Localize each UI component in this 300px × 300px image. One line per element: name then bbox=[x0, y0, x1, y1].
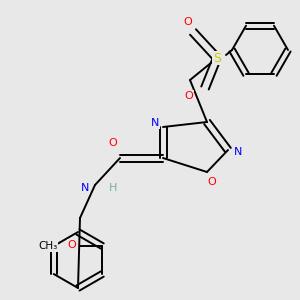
Text: S: S bbox=[213, 52, 221, 64]
Text: O: O bbox=[109, 138, 117, 148]
Text: H: H bbox=[109, 183, 117, 193]
Text: O: O bbox=[184, 17, 192, 27]
Text: N: N bbox=[234, 147, 242, 157]
Text: O: O bbox=[208, 177, 216, 187]
Text: O: O bbox=[184, 91, 194, 101]
Text: N: N bbox=[81, 183, 89, 193]
Text: O: O bbox=[68, 240, 76, 250]
Text: CH₃: CH₃ bbox=[39, 241, 58, 251]
Text: N: N bbox=[151, 118, 159, 128]
